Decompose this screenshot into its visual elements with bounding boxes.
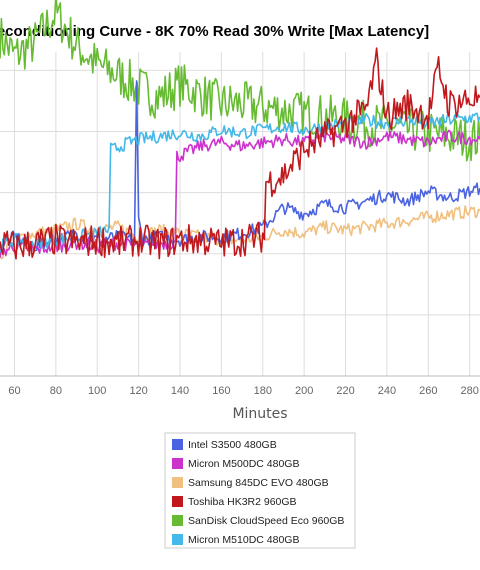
x-tick-label: 220 bbox=[336, 385, 354, 397]
x-tick-label: 100 bbox=[88, 385, 106, 397]
x-tick-label: 120 bbox=[129, 385, 147, 397]
x-tick-label: 260 bbox=[419, 385, 437, 397]
x-tick-label: 80 bbox=[50, 385, 62, 397]
legend-swatch bbox=[172, 515, 183, 526]
series-line-4 bbox=[0, 0, 480, 162]
legend-box bbox=[164, 432, 356, 549]
legend-swatch bbox=[172, 477, 183, 488]
legend-swatch bbox=[172, 534, 183, 545]
series-line-5 bbox=[0, 112, 480, 253]
legend-label: Micron M500DC 480GB bbox=[188, 458, 299, 470]
chart-series bbox=[0, 0, 480, 260]
legend-label: Micron M510DC 480GB bbox=[188, 534, 299, 546]
chart-legend: Intel S3500 480GB Micron M500DC 480GB Sams… bbox=[164, 432, 356, 549]
x-tick-label: 160 bbox=[212, 385, 230, 397]
x-tick-label: 140 bbox=[171, 385, 189, 397]
legend-swatch bbox=[172, 439, 183, 450]
x-tick-label: 180 bbox=[254, 385, 272, 397]
series-line-3 bbox=[0, 47, 480, 260]
x-tick-label: 240 bbox=[378, 385, 396, 397]
x-tick-labels: 60 80 100 120 140 160 180 200 220 240 260 280 bbox=[8, 385, 478, 397]
legend-swatch bbox=[172, 458, 183, 469]
x-tick-label: 60 bbox=[8, 385, 20, 397]
legend-swatch bbox=[172, 496, 183, 507]
x-tick-label: 280 bbox=[460, 385, 478, 397]
x-tick-label: 200 bbox=[295, 385, 313, 397]
x-axis-label: Minutes bbox=[232, 406, 287, 422]
legend-label: Samsung 845DC EVO 480GB bbox=[188, 477, 329, 489]
legend-label: Intel S3500 480GB bbox=[188, 439, 277, 451]
chart-title: Preconditioning Curve - 8K 70% Read 30% … bbox=[0, 23, 429, 40]
legend-label: SanDisk CloudSpeed Eco 960GB bbox=[188, 515, 344, 527]
legend-label: Toshiba HK3R2 960GB bbox=[188, 496, 297, 508]
